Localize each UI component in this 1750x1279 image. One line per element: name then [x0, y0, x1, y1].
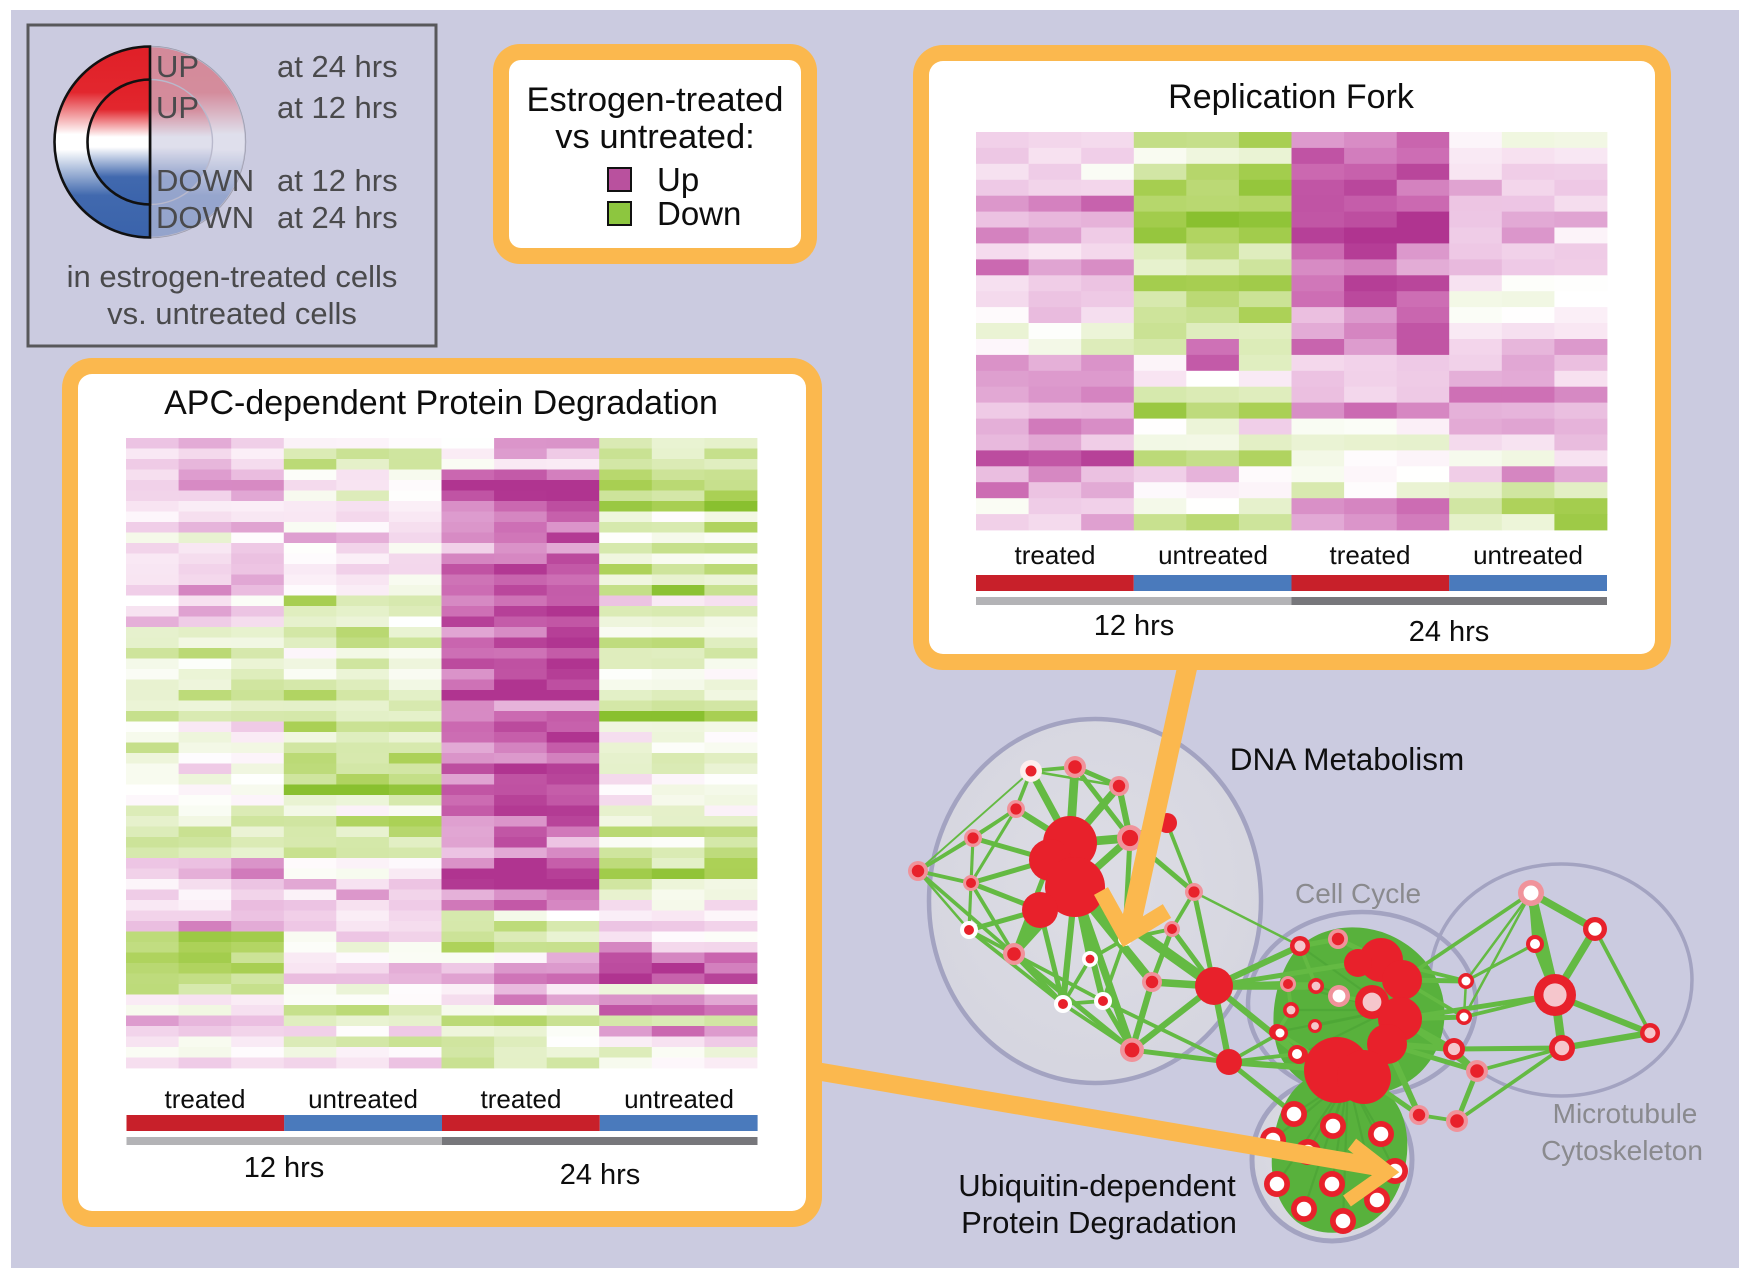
svg-text:treated: treated	[165, 1084, 246, 1114]
svg-text:at 12 hrs: at 12 hrs	[277, 163, 398, 198]
svg-text:at 24 hrs: at 24 hrs	[277, 200, 398, 235]
svg-text:untreated: untreated	[1473, 540, 1583, 570]
svg-text:DOWN: DOWN	[156, 163, 254, 198]
svg-text:DOWN: DOWN	[156, 200, 254, 235]
svg-text:24 hrs: 24 hrs	[1409, 616, 1490, 648]
svg-text:untreated: untreated	[308, 1084, 418, 1114]
svg-text:Down: Down	[657, 195, 741, 232]
svg-text:vs. untreated cells: vs. untreated cells	[107, 296, 357, 331]
svg-text:treated: treated	[1015, 540, 1096, 570]
svg-text:Protein Degradation: Protein Degradation	[961, 1205, 1237, 1240]
svg-text:Cytoskeleton: Cytoskeleton	[1541, 1135, 1703, 1166]
svg-text:Estrogen-treated: Estrogen-treated	[527, 81, 784, 119]
svg-text:Up: Up	[657, 161, 699, 198]
svg-text:Ubiquitin-dependent: Ubiquitin-dependent	[958, 1168, 1236, 1203]
svg-text:24 hrs: 24 hrs	[560, 1159, 641, 1191]
svg-text:vs untreated:: vs untreated:	[555, 118, 754, 156]
svg-text:UP: UP	[156, 49, 199, 84]
svg-text:APC-dependent Protein Degradat: APC-dependent Protein Degradation	[164, 384, 718, 422]
svg-text:at 12 hrs: at 12 hrs	[277, 90, 398, 125]
svg-text:Replication Fork: Replication Fork	[1168, 78, 1415, 116]
svg-text:at 24 hrs: at 24 hrs	[277, 49, 398, 84]
svg-text:untreated: untreated	[624, 1084, 734, 1114]
svg-text:DNA Metabolism: DNA Metabolism	[1230, 741, 1465, 777]
svg-text:12 hrs: 12 hrs	[244, 1152, 325, 1184]
svg-text:Microtubule: Microtubule	[1553, 1098, 1698, 1129]
svg-text:treated: treated	[1330, 540, 1411, 570]
svg-text:untreated: untreated	[1158, 540, 1268, 570]
svg-text:Cell Cycle: Cell Cycle	[1295, 878, 1421, 909]
svg-text:UP: UP	[156, 90, 199, 125]
svg-text:12 hrs: 12 hrs	[1094, 610, 1175, 642]
svg-text:in estrogen-treated cells: in estrogen-treated cells	[67, 259, 398, 294]
svg-text:treated: treated	[481, 1084, 562, 1114]
